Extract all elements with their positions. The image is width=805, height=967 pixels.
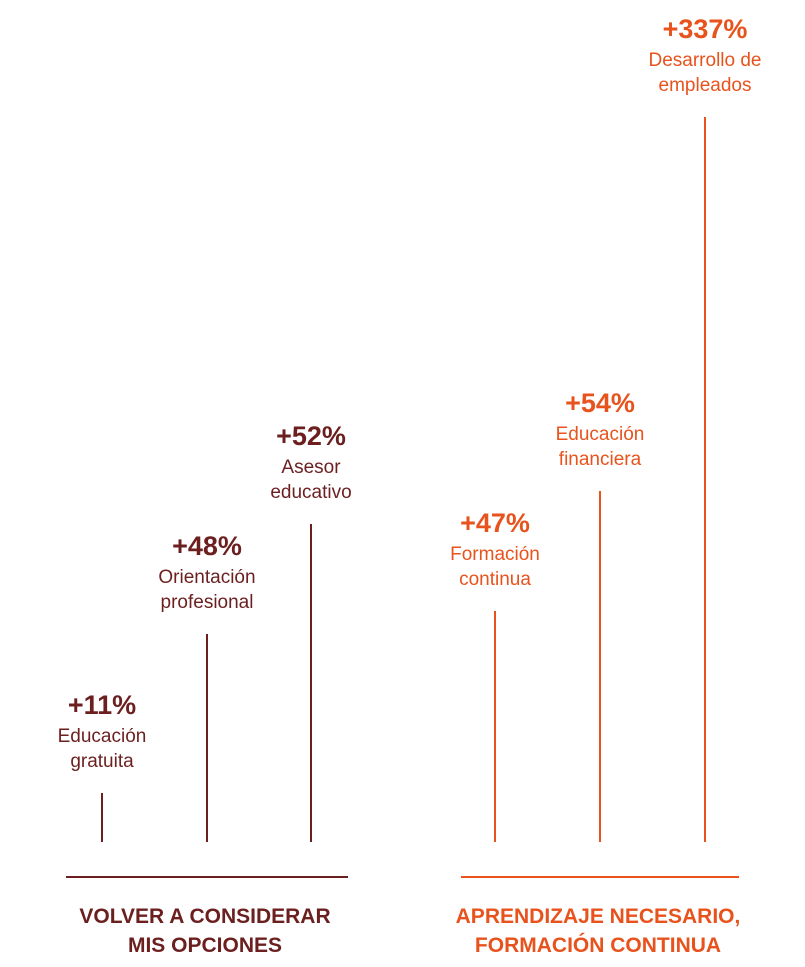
group-2-title-line-1: APRENDIZAJE NECESARIO,: [456, 905, 741, 928]
group-2-title-line-2: FORMACIÓN CONTINUA: [475, 933, 721, 957]
category-label-2-2-line-1: Educación: [556, 424, 645, 445]
group-1-title-line-1: VOLVER A CONSIDERAR: [79, 905, 330, 928]
category-label-2-3-line-2: empleados: [659, 75, 752, 96]
value-label-1-1: +11%: [68, 690, 136, 720]
category-label-1-3-line-1: Asesor: [281, 457, 341, 478]
category-label-1-1-line-1: Educación: [58, 726, 147, 747]
category-label-1-2-line-2: profesional: [161, 592, 254, 613]
group-1-title-line-2: MIS OPCIONES: [128, 934, 282, 957]
value-label-2-3: +337%: [663, 14, 748, 44]
value-label-1-3: +52%: [276, 421, 346, 451]
category-label-2-1-line-2: continua: [459, 569, 531, 590]
category-label-2-2-line-2: financiera: [559, 449, 642, 470]
category-label-1-3-line-2: educativo: [270, 482, 351, 503]
category-label-2-3-line-1: Desarrollo de: [649, 50, 762, 71]
value-label-1-2: +48%: [172, 531, 242, 561]
category-label-1-1-line-2: gratuita: [70, 751, 134, 772]
category-label-1-2-line-1: Orientación: [158, 567, 255, 588]
value-label-2-1: +47%: [460, 508, 530, 538]
value-label-2-2: +54%: [565, 388, 635, 418]
category-label-2-1-line-1: Formación: [450, 544, 540, 565]
